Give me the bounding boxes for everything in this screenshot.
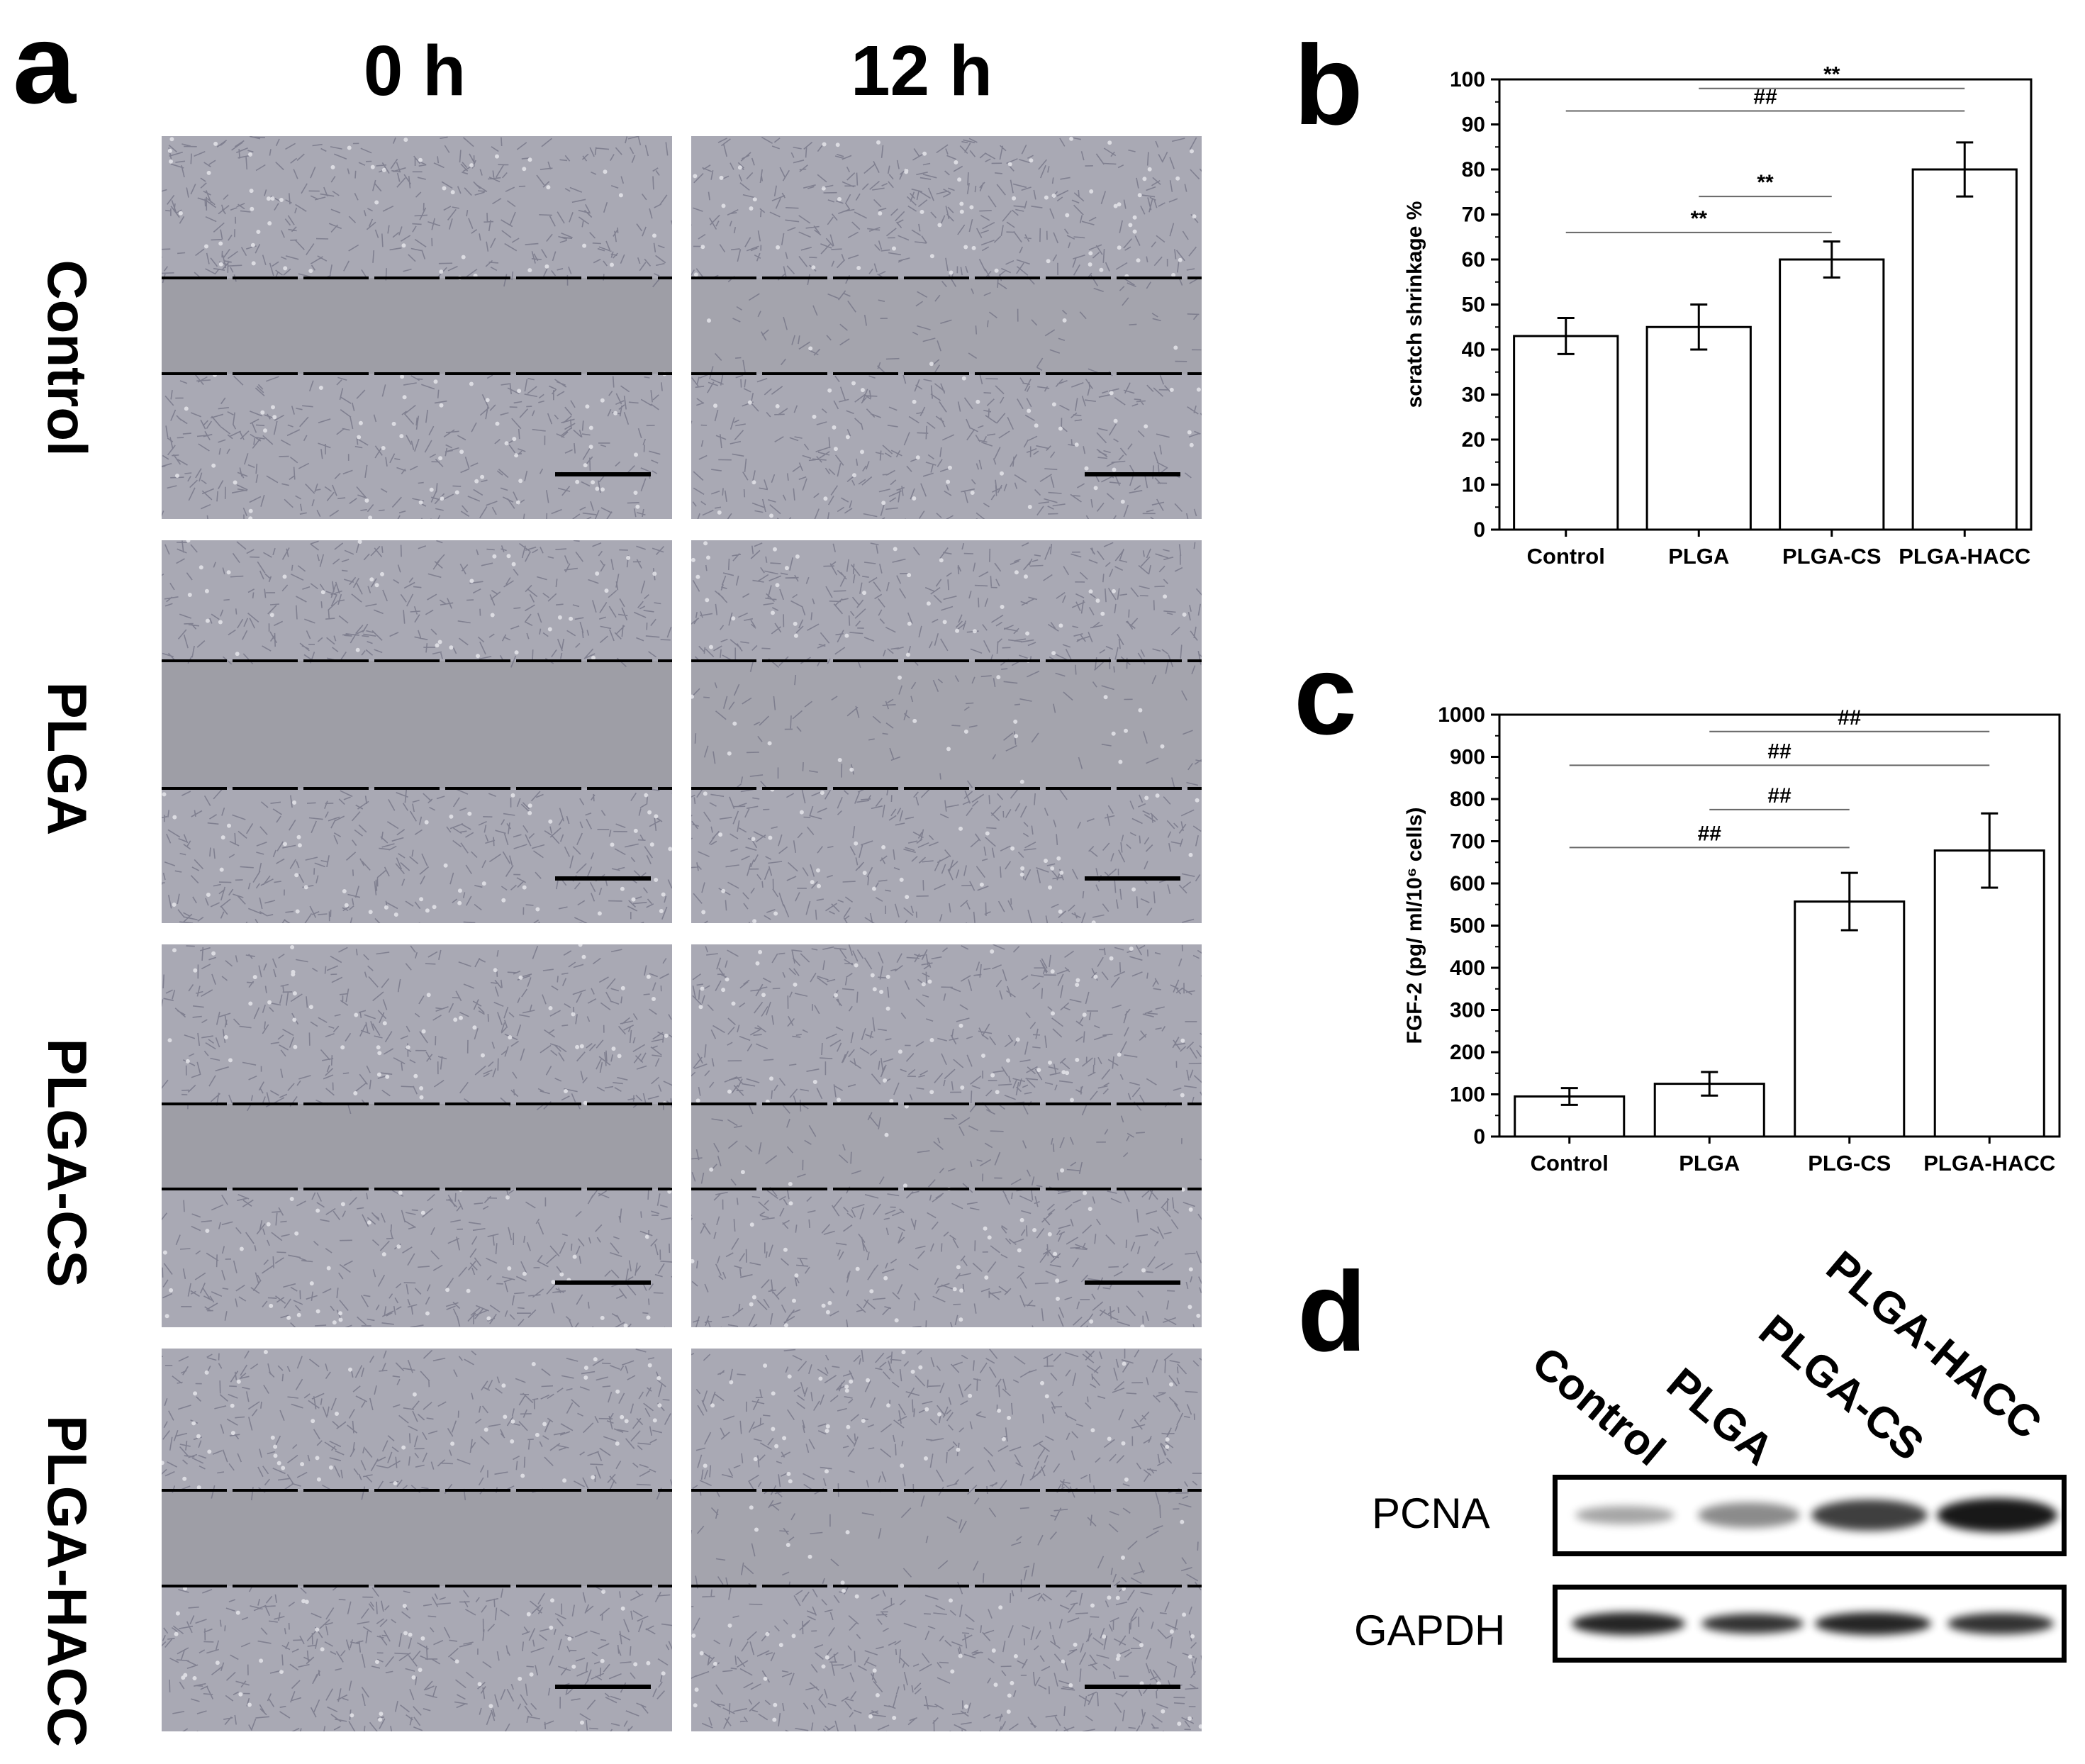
panel-c-letter: c [1294,631,1357,758]
b-xtick-label-3: PLGA-HACC [1899,544,2030,569]
gapdh-band-plga-hacc [1947,1613,2054,1634]
c-sig-label-1: ## [1767,739,1791,763]
pcna-band-control [1575,1506,1675,1524]
gapdh-band-plga [1701,1614,1804,1634]
b-ytick-label: 60 [1462,248,1485,272]
b-ytick-label: 20 [1462,428,1485,452]
c-xtick-label-3: PLGA-HACC [1923,1151,2055,1176]
c-bar-3 [1933,849,2045,1138]
row-label-plga: PLGA [36,681,99,836]
b-ylabel: scratch shrinkage % [1403,201,1426,408]
bar-chart-scratch-shrinkage: 0 10 20 30 40 50 60 70 80 90 100 scratch shrinkage … [1403,63,2033,569]
micrograph-plga-0h [162,540,672,923]
blot-label-pcna: PCNA [1372,1490,1490,1537]
row-label-plga-hacc: PLGA-HACC [36,1415,99,1747]
b-ytick-label: 0 [1473,518,1485,542]
b-sig-label-0: ** [1823,63,1840,86]
c-ytick-label: 500 [1450,915,1485,938]
b-ytick-label: 70 [1462,203,1485,227]
b-bar-3 [1911,168,2018,531]
b-bar-0 [1513,335,1619,531]
b-ytick-label: 30 [1462,384,1485,407]
b-sig-label-2: ** [1757,171,1774,194]
blot-pcna [1553,1475,2067,1556]
micrograph-control-12h [691,136,1202,519]
lane-label-control: Control [1523,1337,1675,1475]
time-label-0h: 0 h [363,31,466,111]
c-ytick-label: 200 [1450,1041,1485,1064]
scale-bar [1085,1280,1180,1285]
b-ytick-label: 40 [1462,338,1485,362]
scale-bar [555,876,651,881]
pcna-band-plga [1698,1502,1800,1528]
c-ytick-label: 600 [1450,872,1485,895]
b-xtick-label-1: PLGA [1668,544,1729,569]
b-xtick-label-0: Control [1527,544,1605,569]
b-ytick-label: 10 [1462,474,1485,497]
row-label-plga-cs: PLGA-CS [36,1038,99,1288]
blot-gapdh [1553,1585,2067,1663]
b-sig-label-1: ## [1753,85,1777,108]
c-ytick-label: 100 [1450,1083,1485,1107]
c-xtick-label-2: PLG-CS [1808,1151,1891,1176]
c-ytick-label: 700 [1450,830,1485,854]
panel-b-letter: b [1294,21,1363,148]
pcna-band-plga-cs [1811,1500,1928,1531]
panel-d-letter: d [1297,1248,1367,1375]
bar-chart-fgf2: 0 100 200 300 400 500 600 700 800 900 1000 FGF-2 (p… [1403,703,2061,1176]
lane-label-plga: PLGA [1658,1358,1783,1475]
c-sig-label-2: ## [1767,784,1791,808]
micrograph-plga-cs-12h [691,944,1202,1327]
scale-bar [1085,1685,1180,1689]
c-xtick-label-0: Control [1531,1151,1609,1176]
scale-bar [1085,472,1180,476]
panel-a-letter: a [13,0,76,127]
c-ytick-label: 1000 [1438,703,1485,727]
gapdh-band-control [1572,1612,1685,1635]
c-sig-label-0: ## [1838,706,1862,730]
scale-bar [555,472,651,476]
b-bar-2 [1779,258,1885,531]
time-label-12h: 12 h [850,31,993,111]
scale-bar [555,1685,651,1689]
row-label-control: Control [36,259,99,457]
micrograph-control-0h [162,136,672,519]
b-ytick-label: 50 [1462,294,1485,317]
micrograph-plga-hacc-12h [691,1349,1202,1731]
micrograph-plga-12h [691,540,1202,923]
c-bar-2 [1794,900,1906,1138]
b-ytick-label: 80 [1462,158,1485,182]
b-xtick-label-2: PLGA-CS [1782,544,1882,569]
scale-bar [1085,876,1180,881]
b-ytick-label: 100 [1450,68,1485,91]
c-sig-label-3: ## [1698,822,1722,845]
micrograph-plga-hacc-0h [162,1349,672,1731]
b-bar-1 [1645,325,1752,531]
c-ytick-label: 800 [1450,788,1485,811]
c-xtick-label-1: PLGA [1679,1151,1740,1176]
scale-bar [555,1280,651,1285]
micrograph-plga-cs-0h [162,944,672,1327]
b-ytick-label: 90 [1462,113,1485,137]
pcna-band-plga-hacc [1937,1498,2057,1532]
c-ytick-label: 900 [1450,746,1485,769]
c-ytick-label: 400 [1450,956,1485,980]
c-ylabel: FGF-2 (pg/ ml/10⁶ cells) [1403,808,1426,1044]
c-ytick-label: 300 [1450,999,1485,1022]
b-sig-label-3: ** [1691,207,1708,230]
blot-label-gapdh: GAPDH [1354,1607,1506,1654]
gapdh-band-plga-cs [1815,1612,1931,1635]
c-ytick-label: 0 [1473,1125,1485,1149]
